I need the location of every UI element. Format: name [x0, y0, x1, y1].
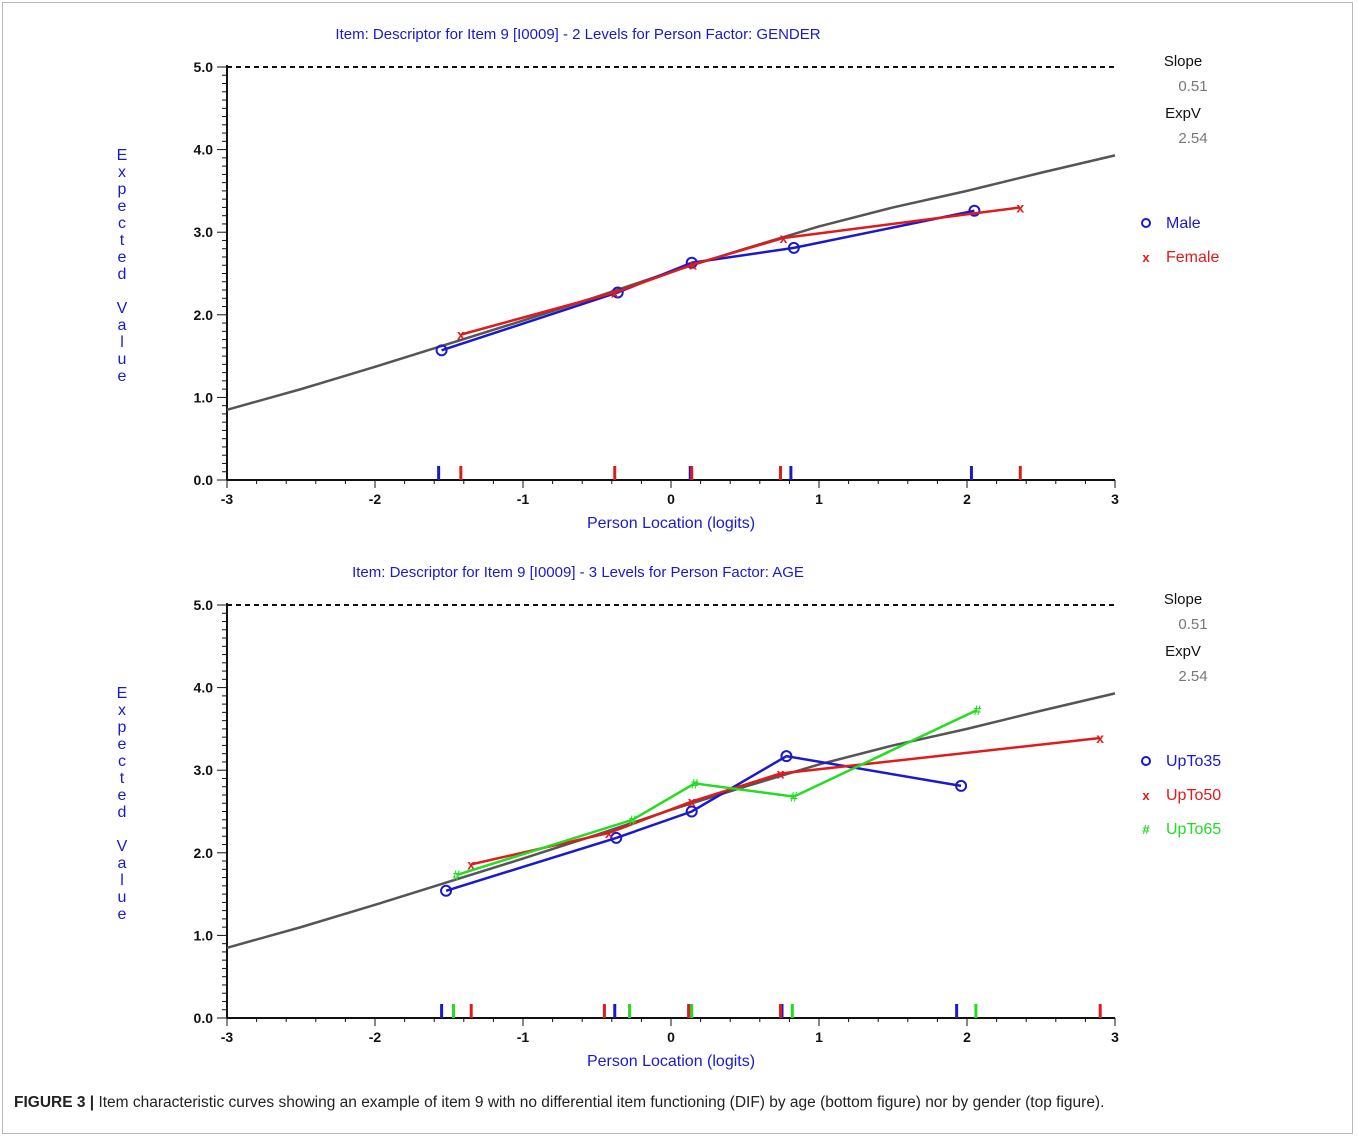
chart-title: Item: Descriptor for Item 9 [I0009] - 3 …: [352, 564, 804, 581]
series-line-upto35: [445, 754, 962, 892]
legend-label: UpTo65: [1166, 821, 1221, 838]
legend-marker: x: [1142, 250, 1150, 265]
y-tick-label: 5.0: [194, 597, 214, 613]
x-tick-label: -2: [369, 491, 382, 507]
expected-value-curve: [226, 692, 1116, 949]
data-point: #: [691, 775, 699, 791]
y-tick-label: 2.0: [194, 307, 214, 323]
gender-icc-chart: Item: Descriptor for Item 9 [I0009] - 2 …: [117, 26, 1220, 532]
data-point: x: [688, 794, 696, 810]
x-tick-label: -1: [517, 491, 530, 507]
y-tick-label: 3.0: [194, 224, 214, 240]
stat-value: 0.51: [1178, 616, 1207, 633]
x-tick-label: 3: [1111, 1029, 1119, 1045]
y-tick-label: 0.0: [194, 1010, 214, 1026]
x-tick-label: -3: [221, 1029, 234, 1045]
data-point: x: [1016, 199, 1024, 215]
x-tick-label: 2: [963, 1029, 971, 1045]
legend-marker: [1141, 218, 1151, 228]
data-point: x: [457, 327, 465, 343]
legend-label: UpTo35: [1166, 753, 1221, 770]
stat-label: Slope: [1164, 591, 1202, 608]
series-line-upto65: [456, 708, 978, 877]
stat-label: Slope: [1164, 53, 1202, 70]
data-point: x: [611, 284, 619, 300]
series-line-female: [460, 206, 1021, 336]
y-tick-label: 4.0: [194, 680, 214, 696]
figure-label: FIGURE 3 |: [14, 1094, 95, 1111]
x-tick-label: 1: [815, 1029, 823, 1045]
series-line-upto50: [470, 736, 1101, 866]
data-point: x: [1096, 730, 1104, 746]
age-icc-chart: Item: Descriptor for Item 9 [I0009] - 3 …: [117, 564, 1222, 1070]
x-tick-label: 0: [667, 1029, 675, 1045]
data-point: [610, 831, 623, 844]
data-point: x: [467, 856, 475, 872]
data-point: #: [453, 867, 461, 883]
data-point: #: [973, 702, 981, 718]
series-line-male: [441, 209, 975, 352]
legend-marker: [1141, 756, 1151, 766]
x-tick-label: -2: [369, 1029, 382, 1045]
data-point: x: [689, 256, 697, 272]
data-point: [685, 805, 698, 818]
data-point: [968, 204, 981, 217]
x-tick-label: 2: [963, 491, 971, 507]
caption-text: Item characteristic curves showing an ex…: [94, 1094, 1105, 1111]
y-tick-label: 1.0: [194, 927, 214, 943]
legend-marker: #: [1142, 822, 1150, 837]
data-point: [435, 344, 448, 357]
data-point: x: [605, 825, 613, 841]
data-point: [440, 884, 453, 897]
x-tick-label: 0: [667, 491, 675, 507]
figure-caption: FIGURE 3 | Item characteristic curves sh…: [14, 1094, 1344, 1112]
legend-label: UpTo50: [1166, 787, 1221, 804]
x-axis-label: Person Location (logits): [587, 515, 755, 532]
stat-value: 0.51: [1178, 78, 1207, 95]
x-axis-label: Person Location (logits): [587, 1053, 755, 1070]
x-tick-label: 1: [815, 491, 823, 507]
stat-value: 2.54: [1178, 668, 1207, 685]
y-tick-label: 0.0: [194, 472, 214, 488]
data-point: [787, 241, 800, 254]
legend-label: Male: [1166, 215, 1201, 232]
y-tick-label: 2.0: [194, 845, 214, 861]
y-tick-label: 4.0: [194, 142, 214, 158]
y-tick-label: 1.0: [194, 389, 214, 405]
data-point: x: [780, 230, 788, 246]
y-tick-label: 5.0: [194, 59, 214, 75]
data-point: #: [790, 789, 798, 805]
x-tick-label: -3: [221, 491, 234, 507]
x-tick-label: 3: [1111, 491, 1119, 507]
stat-value: 2.54: [1178, 130, 1207, 147]
expected-value-curve: [226, 154, 1116, 411]
data-point: [955, 779, 968, 792]
data-point: [780, 750, 793, 763]
data-point: x: [777, 766, 785, 782]
y-tick-label: 3.0: [194, 762, 214, 778]
data-point: #: [629, 812, 637, 828]
legend-label: Female: [1166, 249, 1219, 266]
chart-title: Item: Descriptor for Item 9 [I0009] - 2 …: [335, 26, 820, 43]
stat-label: ExpV: [1165, 105, 1201, 122]
stat-label: ExpV: [1165, 643, 1201, 660]
legend-marker: x: [1142, 788, 1150, 803]
x-tick-label: -1: [517, 1029, 530, 1045]
